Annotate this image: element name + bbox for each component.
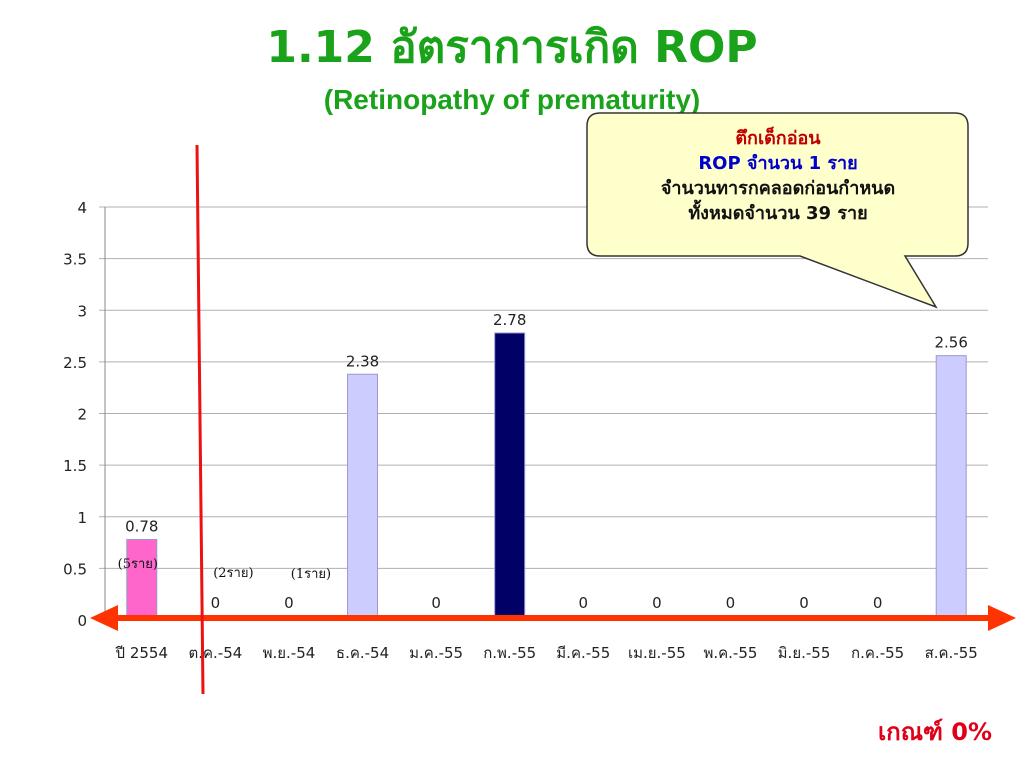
data-label-1: 0 — [211, 594, 221, 612]
data-label-6: 0 — [579, 594, 589, 612]
x-axis-arrowhead-right — [988, 605, 1016, 631]
data-label-8: 0 — [726, 594, 736, 612]
bar-3 — [347, 373, 379, 621]
data-labels: 0.78 0 0 2.38 0 2.78 0 0 0 0 0 2.56 — [125, 311, 968, 612]
x-axis-arrowhead-left — [90, 605, 118, 631]
data-label-7: 0 — [652, 594, 662, 612]
data-label-3: 2.38 — [346, 352, 379, 370]
y-tick-label: 4 — [77, 199, 87, 217]
data-label-4: 0 — [431, 594, 441, 612]
x-axis-ticks: ปี 2554 ต.ค.-54 พ.ย.-54 ธ.ค.-54 ม.ค.-55 ก.พ.-… — [115, 644, 978, 662]
data-label-9: 0 — [799, 594, 809, 612]
case-note-2: (1ราย) — [291, 567, 331, 582]
y-axis-ticks: 0 0.5 1 1.5 2 2.5 3 3.5 4 — [63, 199, 87, 630]
bars — [126, 332, 967, 621]
y-tick-label: 3.5 — [63, 251, 87, 269]
data-label-2: 0 — [284, 594, 294, 612]
bar-11 — [935, 355, 967, 621]
x-tick-label-4: ม.ค.-55 — [409, 644, 463, 662]
x-tick-label-6: มี.ค.-55 — [556, 644, 610, 662]
slide-title: 1.12 อัตราการเกิด ROP — [266, 22, 758, 73]
callout-total: ทั้งหมดจำนวน 39 ราย — [688, 203, 868, 224]
data-label-0: 0.78 — [125, 517, 158, 535]
y-tick-label: 2.5 — [63, 354, 87, 372]
data-label-11: 2.56 — [935, 334, 968, 352]
callout-preterm: จำนวนทารกคลอดก่อนกำหนด — [660, 178, 896, 199]
slide-subtitle: (Retinopathy of prematurity) — [323, 84, 701, 115]
criterion-label: เกณฑ์ 0% — [877, 718, 992, 746]
bar-5 — [494, 332, 526, 621]
y-tick-label: 3 — [77, 302, 87, 320]
y-tick-label: 0.5 — [63, 560, 87, 578]
y-tick-label: 1.5 — [63, 457, 87, 475]
x-tick-label-10: ก.ค.-55 — [851, 644, 904, 662]
x-tick-label-5: ก.พ.-55 — [483, 644, 536, 662]
divider-line — [195, 144, 205, 695]
data-label-10: 0 — [873, 594, 883, 612]
x-tick-label-8: พ.ค.-55 — [703, 644, 757, 662]
x-tick-label-3: ธ.ค.-54 — [336, 644, 389, 662]
y-tick-label: 1 — [77, 509, 87, 527]
x-tick-label-11: ส.ค.-55 — [925, 644, 978, 662]
bar-0 — [126, 538, 158, 621]
x-axis-double-arrow — [90, 605, 1016, 631]
y-tick-label: 0 — [77, 612, 87, 630]
case-notes: (5ราย) (2ราย) (1ราย) — [118, 557, 331, 582]
data-label-5: 2.78 — [493, 311, 526, 329]
callout-rop-count: ROP จำนวน 1 ราย — [698, 153, 858, 174]
callout-text: ตึกเด็กอ่อน ROP จำนวน 1 ราย จำนวนทารกคลอ… — [588, 126, 968, 226]
x-tick-label-2: พ.ย.-54 — [263, 644, 316, 662]
x-tick-label-1: ต.ค.-54 — [188, 644, 242, 662]
x-tick-label-7: เม.ย.-55 — [628, 644, 686, 662]
callout-ward: ตึกเด็กอ่อน — [735, 128, 821, 149]
case-note-1: (2ราย) — [213, 566, 253, 581]
case-note-0: (5ราย) — [118, 557, 158, 572]
callout-bubble — [586, 112, 969, 309]
x-tick-label-9: มิ.ย.-55 — [778, 644, 831, 662]
y-tick-label: 2 — [77, 406, 87, 424]
x-tick-label-0: ปี 2554 — [115, 644, 168, 662]
